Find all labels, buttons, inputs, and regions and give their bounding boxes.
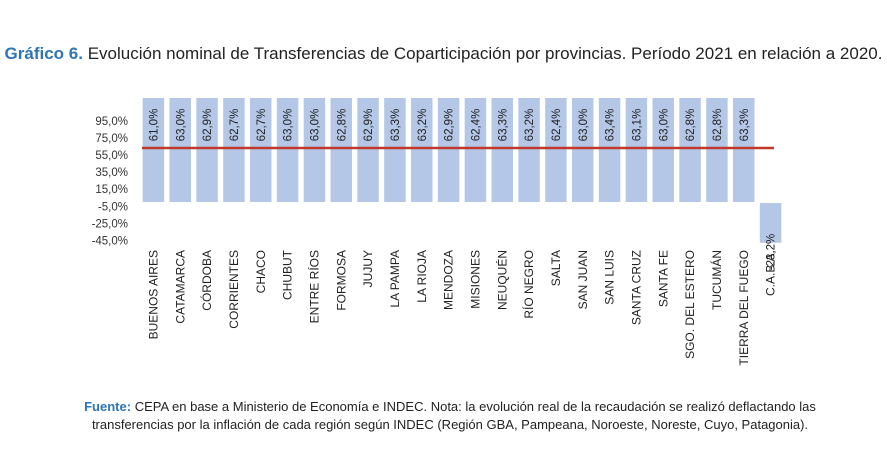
data-label: 63,3% [497, 109, 509, 142]
bar [276, 98, 299, 202]
y-tick-label: -5,0% [98, 201, 128, 213]
bar [545, 98, 567, 202]
data-label: 62,8% [685, 109, 697, 142]
chart-title-text: Evolución nominal de Transferencias de C… [87, 44, 883, 63]
data-label: 63,0% [309, 109, 321, 142]
bar [384, 98, 406, 202]
bar [759, 203, 782, 243]
category-label: CATAMARCA [173, 250, 187, 324]
data-label: 62,8% [712, 109, 724, 142]
bar [679, 98, 701, 202]
y-tick-label: -45,0% [92, 235, 128, 247]
bar [572, 98, 594, 202]
category-label: RÍO NEGRO [521, 250, 536, 319]
bar [518, 98, 540, 202]
category-label: ENTRE RÍOS [306, 250, 321, 323]
category-label: SAN JUAN [576, 250, 590, 309]
data-label: 62,7% [229, 109, 241, 142]
bar [625, 98, 648, 202]
bar [196, 98, 218, 202]
data-label: 62,4% [551, 109, 563, 142]
data-label: 62,4% [470, 109, 482, 142]
data-label: 63,0% [175, 109, 187, 142]
category-label: MISIONES [468, 250, 482, 309]
bar [142, 98, 165, 202]
category-label: CHACO [254, 250, 268, 293]
category-label: SAN LUIS [603, 250, 617, 305]
category-label: JUJUY [361, 250, 375, 287]
category-label: NEUQUÉN [494, 250, 509, 310]
bar-chart: 95,0% 75,0% 55,0% 35,0% 15,0% -5,0% -25,0% -45,… [92, 98, 782, 366]
data-label: 62,8% [336, 109, 348, 142]
bar [250, 98, 272, 202]
bar [437, 98, 460, 202]
data-label: 63,0% [578, 109, 590, 142]
y-tick-label: 15,0% [95, 184, 128, 196]
y-tick-label: 95,0% [95, 116, 128, 128]
data-label: 63,1% [631, 109, 643, 142]
source-note: Fuente: CEPA en base a Ministerio de Eco… [60, 398, 840, 434]
data-label: 62,9% [202, 109, 214, 142]
y-tick-label: 55,0% [95, 150, 128, 162]
category-label: CHUBUT [281, 249, 295, 300]
category-label: MENDOZA [442, 250, 456, 310]
bar [464, 98, 487, 202]
data-label: 63,4% [605, 109, 617, 142]
chart-title: Gráfico 6. Evolución nominal de Transfer… [0, 42, 887, 65]
data-label: 63,0% [283, 109, 295, 142]
data-label: 63,2% [417, 109, 429, 142]
bar [598, 98, 621, 202]
data-label: 63,2% [524, 109, 536, 142]
category-label: SALTA [549, 250, 563, 286]
data-label: 63,0% [658, 109, 670, 142]
category-label: CÓRDOBA [199, 250, 214, 311]
category-label: SANTA FE [656, 250, 670, 307]
category-label: SANTA CRUZ [629, 250, 643, 325]
bar [303, 98, 326, 202]
source-prefix: Fuente: [84, 399, 132, 414]
bar [652, 98, 674, 202]
bar [733, 98, 755, 202]
category-label: LA RIOJA [415, 250, 429, 303]
source-text: CEPA en base a Ministerio de Economía e … [91, 399, 816, 432]
category-label: LA PAMPA [388, 250, 402, 308]
y-tick-label: 35,0% [95, 167, 128, 179]
bar [706, 98, 728, 202]
bar [330, 98, 352, 202]
category-label: CORRIENTES [227, 250, 241, 329]
category-label: TUCUMÁN [709, 250, 724, 310]
chart-title-prefix: Gráfico 6. [4, 44, 83, 63]
data-label: -23,2% [766, 234, 778, 270]
bar [357, 98, 379, 202]
data-label: 62,7% [256, 109, 268, 142]
category-label: BUENOS AIRES [146, 250, 160, 339]
y-tick-label: -25,0% [92, 218, 128, 230]
category-label: C.A.B.A. [764, 250, 778, 296]
bar [411, 98, 433, 202]
y-tick-label: 75,0% [95, 133, 128, 145]
data-label: 62,9% [363, 109, 375, 142]
data-label: 61,0% [148, 109, 160, 142]
data-label: 62,9% [444, 109, 456, 142]
bar [223, 98, 245, 202]
category-label: SGO. DEL ESTERO [683, 250, 697, 359]
data-label: 63,3% [390, 109, 402, 142]
category-label: FORMOSA [334, 250, 348, 311]
bar [491, 98, 513, 202]
bar [169, 98, 191, 202]
data-label: 63,3% [739, 109, 751, 142]
category-label: TIERRA DEL FUEGO [737, 250, 751, 366]
